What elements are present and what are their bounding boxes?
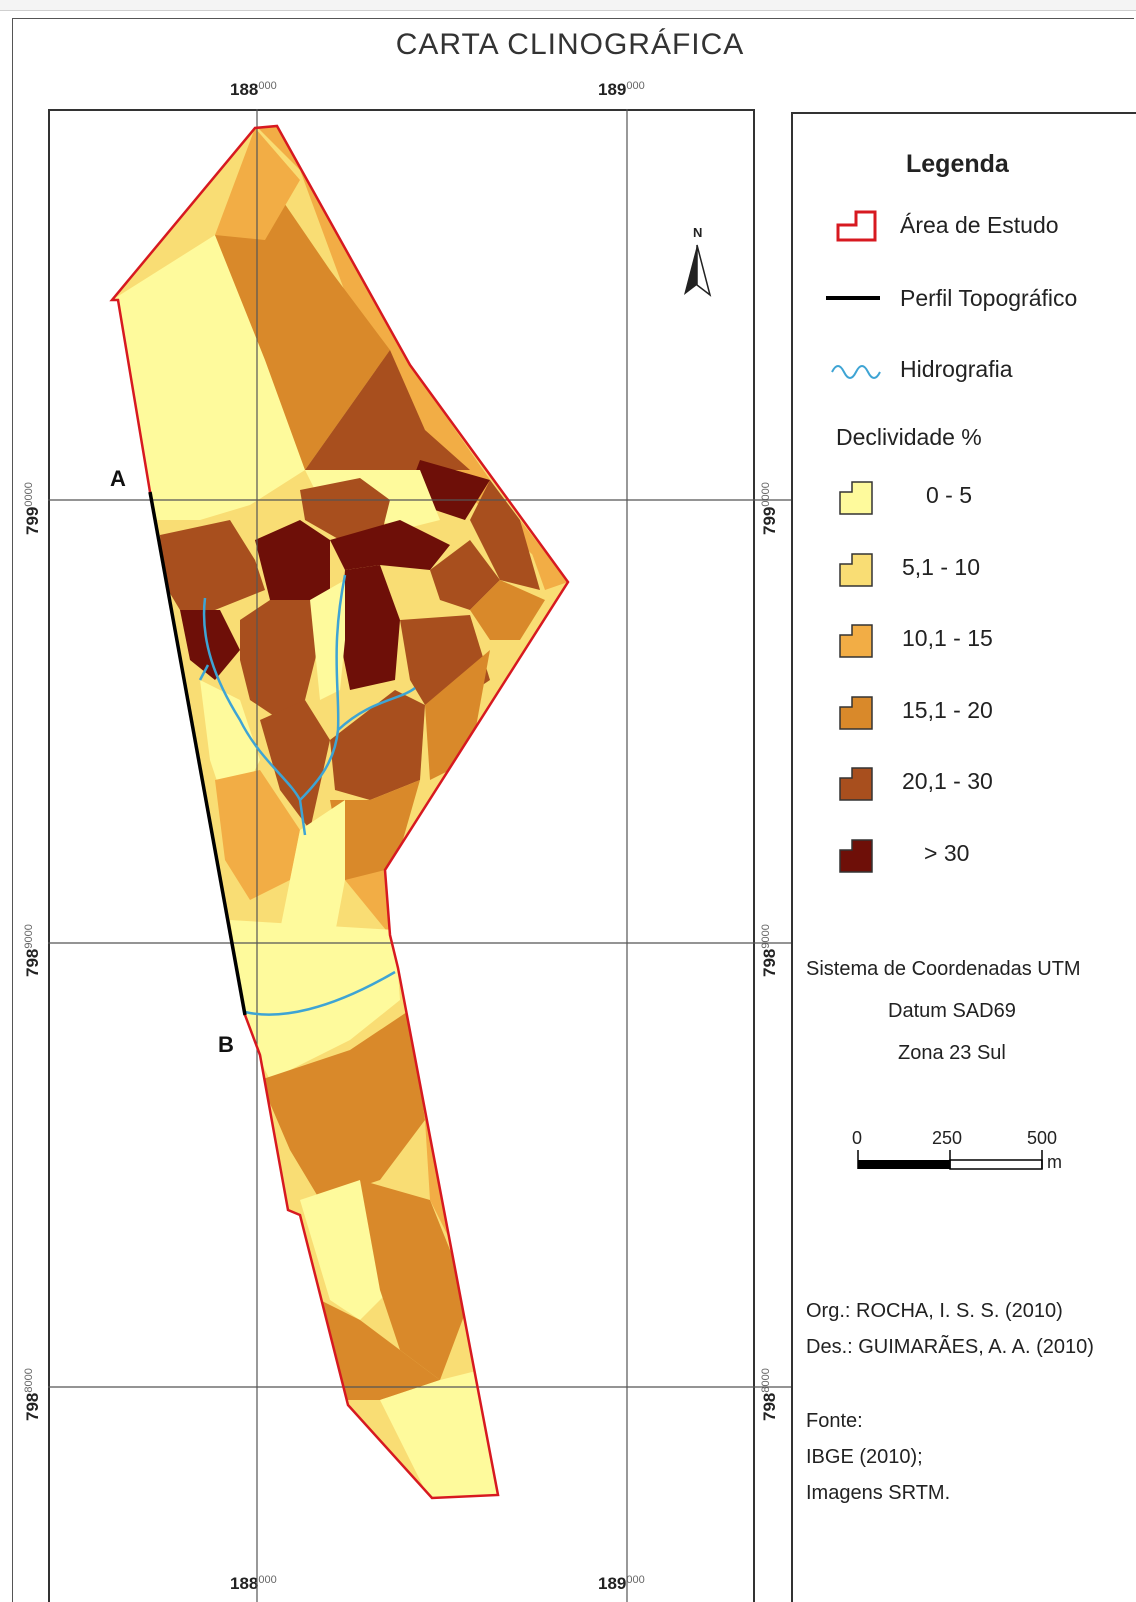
profile-point-b: B: [218, 1032, 234, 1057]
slope-class-label-4: 20,1 - 30: [902, 768, 993, 794]
slope-patch: [380, 1370, 500, 1498]
slope-patch: [180, 610, 240, 680]
legend-symbols: [826, 210, 881, 379]
credit-org: Org.: ROCHA, I. S. S. (2010): [806, 1300, 1063, 1322]
slope-patch: [320, 1300, 440, 1400]
source-srtm: Imagens SRTM.: [806, 1482, 951, 1504]
hydrography-icon: [831, 365, 881, 379]
slope-patch: [260, 1010, 425, 1200]
slope-swatch-1: [838, 552, 874, 588]
slope-patch: [330, 520, 450, 570]
slope-class-label-0: 0 - 5: [926, 482, 973, 508]
slope-patch: [255, 126, 560, 580]
source-ibge: IBGE (2010);: [806, 1446, 923, 1468]
slope-patch: [300, 478, 390, 540]
slope-patch: [300, 1180, 400, 1320]
topographic-profile-line: [148, 491, 247, 1016]
scale-tick-250: 250: [932, 1128, 963, 1148]
slope-patch: [240, 600, 320, 720]
scale-tick-0: 0: [852, 1128, 863, 1148]
scale-unit: m: [1047, 1152, 1062, 1172]
slope-patch: [430, 540, 500, 610]
source-label: Fonte:: [806, 1410, 863, 1432]
credit-des: Des.: GUIMARÃES, A. A. (2010): [806, 1336, 1094, 1358]
map-sheet-border: [12, 18, 1134, 1602]
legend-title: Legenda: [906, 150, 1009, 178]
scale-tick-500: 500: [1027, 1128, 1058, 1148]
slope-swatch-3: [838, 695, 874, 731]
north-label: N: [693, 225, 703, 240]
slope-class-label-5: > 30: [924, 839, 970, 866]
coordinate-system: Sistema de Coordenadas UTM: [806, 958, 1081, 980]
slope-swatch-4: [838, 766, 874, 802]
legend-item-study-area: Área de Estudo: [900, 212, 1059, 238]
top-x-coord-188: 188000: [230, 80, 277, 99]
slope-patch: [340, 565, 400, 690]
slope-patch: [520, 520, 568, 590]
slope-patch: [260, 700, 330, 830]
slope-patch: [215, 175, 390, 470]
slope-patch: [160, 520, 265, 610]
map-frame: [48, 109, 755, 1602]
coordinate-grid: [48, 109, 791, 1602]
legend-item-profile: Perfil Topográfico: [900, 285, 1078, 311]
slope-patch: [255, 520, 330, 610]
datum: Datum SAD69: [888, 1000, 1016, 1022]
slope-patch: [330, 690, 425, 800]
slope-patch: [470, 580, 545, 640]
slope-class-label-2: 10,1 - 15: [902, 625, 993, 651]
slope-classes: [112, 126, 568, 1498]
slope-class-label-3: 15,1 - 20: [902, 696, 993, 723]
top-x-coord-189: 189000: [598, 80, 645, 99]
map-title: CARTA CLINOGRÁFICA: [395, 28, 745, 61]
slope-swatch-5: [838, 838, 874, 874]
utm-zone: Zona 23 Sul: [898, 1042, 1006, 1064]
legend-slope-title: Declividade %: [836, 424, 982, 450]
slope-patch: [230, 920, 400, 1080]
window-top-strip: [0, 0, 1136, 11]
slope-patch: [280, 800, 345, 960]
bottom-x-coord-188: 188000: [230, 1574, 277, 1593]
hydrography: [198, 574, 416, 1016]
north-arrow-icon: [684, 244, 712, 297]
profile-point-a: A: [110, 466, 126, 491]
slope-swatch-0: [838, 480, 874, 516]
scale-bar: [857, 1150, 1043, 1170]
slope-patch: [470, 480, 540, 590]
legend-frame: [791, 112, 1136, 1602]
bottom-x-coord-189: 189000: [598, 1574, 645, 1593]
slope-swatch-2: [838, 623, 874, 659]
slope-class-label-1: 5,1 - 10: [902, 553, 980, 580]
slope-patch: [305, 350, 470, 475]
slope-patch: [425, 650, 490, 780]
slope-patch: [360, 1180, 470, 1380]
study-area-icon: [836, 210, 877, 242]
legend-item-hydrography: Hidrografia: [900, 356, 1013, 382]
slope-patch: [345, 870, 390, 935]
